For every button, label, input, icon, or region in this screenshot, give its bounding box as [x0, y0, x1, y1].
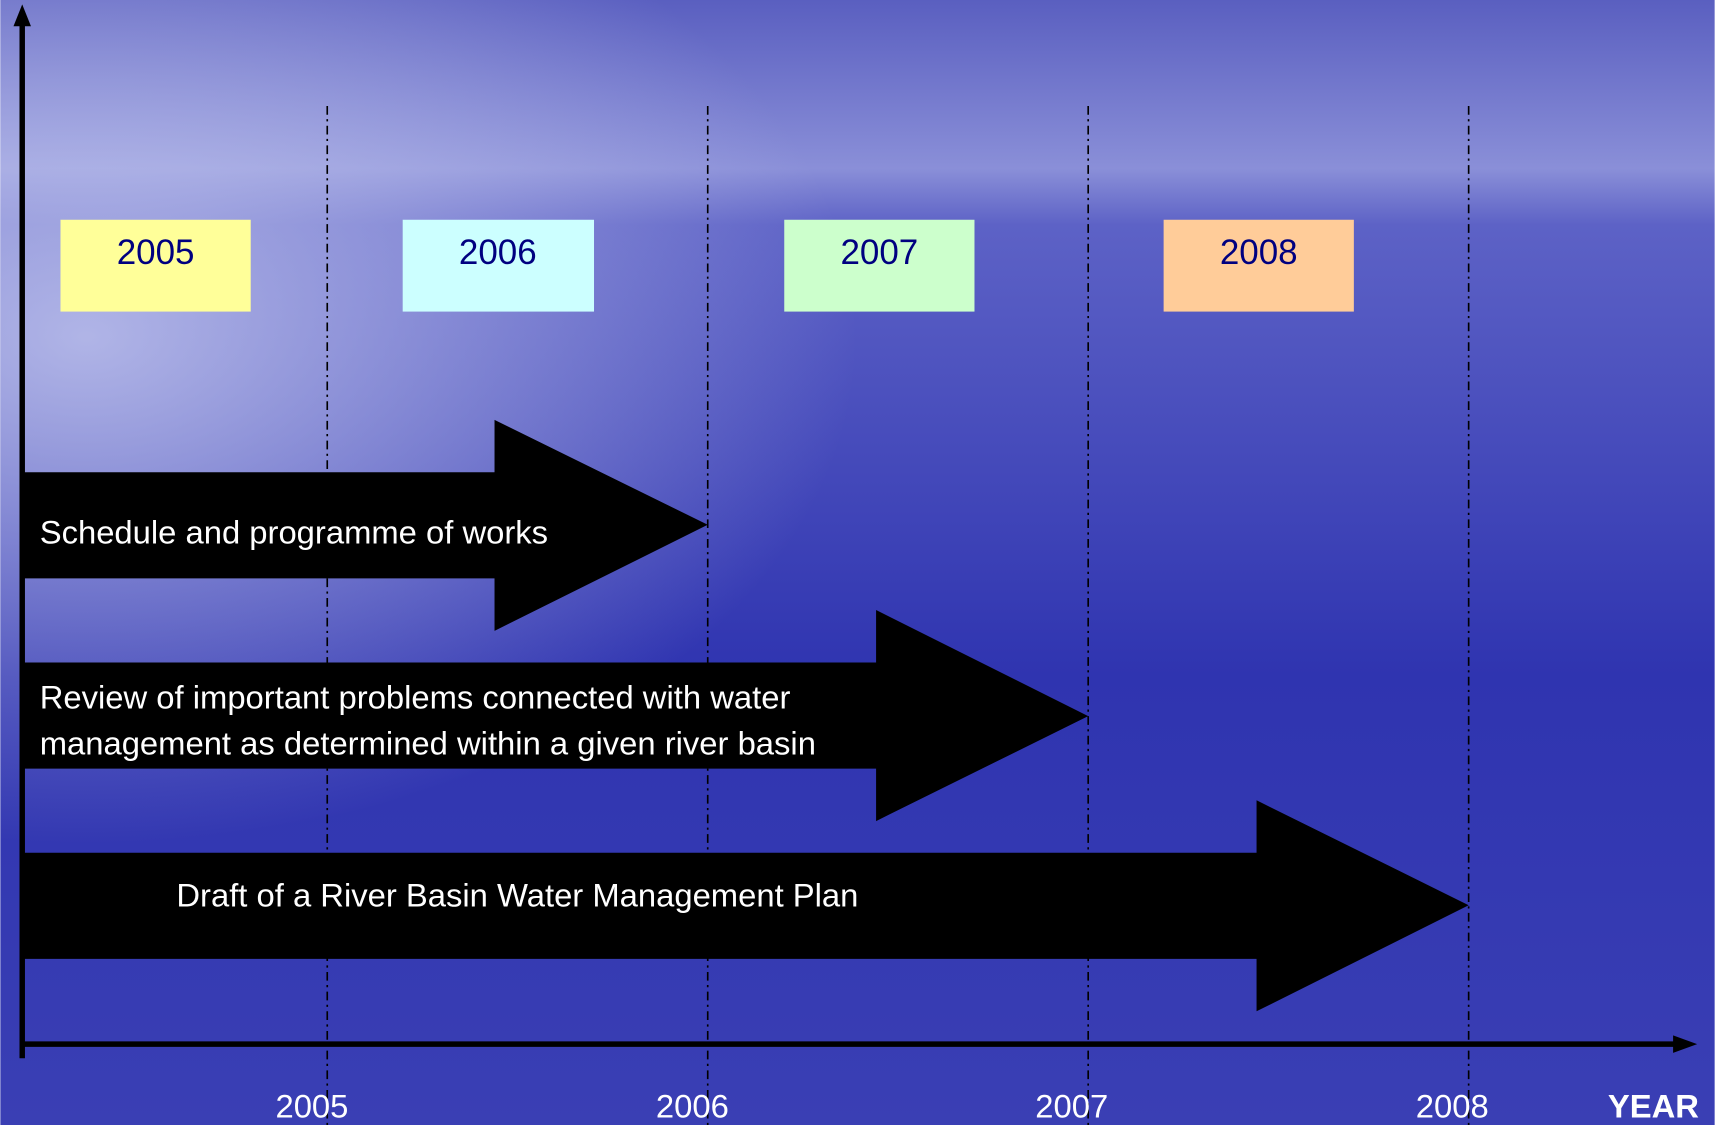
year-box-label: 2005 [117, 233, 195, 272]
axis-title: YEAR [1608, 1087, 1699, 1124]
task-label: management as determined within a given … [40, 724, 816, 761]
axis-label: 2007 [1035, 1087, 1108, 1124]
timeline-slide: 2005 2006 2007 2008 Schedule and program… [0, 0, 1715, 1125]
page: 2005 2006 2007 2008 Schedule and program… [0, 0, 1715, 1125]
task-label: Draft of a River Basin Water Management … [176, 876, 858, 913]
year-box-label: 2008 [1220, 233, 1298, 272]
axis-label: 2006 [656, 1087, 729, 1124]
axis-label: 2008 [1416, 1087, 1489, 1124]
year-box-label: 2006 [459, 233, 537, 272]
task-label: Review of important problems connected w… [40, 678, 791, 715]
year-box-label: 2007 [840, 233, 918, 272]
axis-label: 2005 [275, 1087, 348, 1124]
task-label: Schedule and programme of works [40, 513, 548, 550]
